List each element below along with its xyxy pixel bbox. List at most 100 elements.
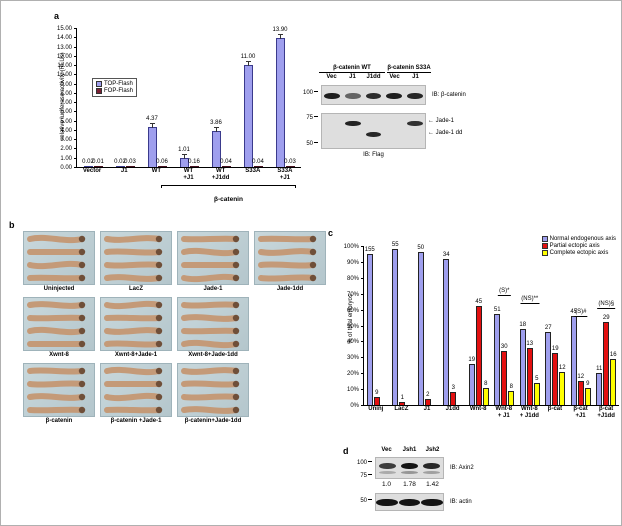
protein-band [345, 121, 361, 126]
band-row [376, 471, 443, 474]
bar-group: 11.00 0.04 [237, 28, 269, 167]
y-tick-label: 20% [346, 371, 359, 378]
y-tick-label: 80% [346, 275, 359, 282]
bar [179, 157, 189, 167]
bar [417, 252, 424, 405]
y-tick-label: 40% [346, 339, 359, 346]
significance-annotation: (NS)** [520, 295, 540, 304]
panel-label-b: b [9, 220, 15, 230]
legend-swatch [541, 236, 548, 242]
y-tick-mark [361, 277, 364, 279]
embryo-panel: Xwnt-8+Jade-1dd [177, 297, 249, 360]
legend-item: Partial ectopic axis [541, 243, 616, 249]
blot-lane-labels: Vec Jsh1 Jsh2 [375, 447, 444, 453]
legend-item: FOP-Flash [96, 88, 133, 94]
bar [147, 126, 157, 167]
bar-value-label: 50 [417, 245, 425, 252]
embryo-panel: β-catenin [23, 363, 95, 426]
legend-label: FOP-Flash [104, 88, 134, 94]
legend-swatch [541, 250, 548, 256]
jade1-band-label: ← Jade-1 [428, 118, 455, 124]
x-category-label: Wnt-8 + J1dd [519, 406, 539, 419]
panel-label-a: a [54, 11, 60, 21]
cell-label: J1dd [366, 74, 381, 80]
band-row [322, 121, 425, 126]
x-category-label: LacZ [394, 406, 409, 412]
x-category-label: Uninj [368, 406, 384, 412]
bar-value-label: 0.16 [188, 158, 200, 165]
y-tick-label: 4.00 [60, 127, 72, 134]
y-tick-mark [361, 389, 364, 391]
y-tick-label: 70% [346, 291, 359, 298]
legend-label: Normal endogenous axis [549, 236, 616, 242]
embryo-image [177, 363, 249, 417]
bar-value-label: 5 [535, 375, 539, 382]
y-tick-mark [361, 325, 364, 327]
bar-value-label: 0.03 [284, 159, 296, 165]
y-axis-ticks: 0.00 1.00 2.00 3.00 4.00 5.00 6.00 7.00 8.00 9.00… [56, 26, 77, 171]
left-arrow-icon: ← [428, 130, 434, 136]
y-tick-mark [361, 261, 364, 263]
y-tick-label: 15.00 [56, 26, 72, 32]
embryo-caption: Uninjected [43, 286, 75, 292]
blot-image-axin2 [375, 457, 444, 479]
jade1dd-band-label: ← Jade-1 dd [428, 130, 463, 136]
y-tick-mark [74, 148, 77, 150]
embryo-panel: Jade-1 [177, 231, 249, 294]
bar [157, 166, 167, 167]
bar-group: 18 13 5 (NS)** [517, 246, 543, 405]
embryo-caption: β-catenin +Jade-1 [110, 418, 162, 424]
bar [392, 249, 399, 405]
bar-value-label: 0.02 [114, 159, 126, 165]
y-tick-label: 6.00 [60, 109, 72, 116]
y-tick-label: 3.00 [60, 137, 72, 144]
bar [584, 387, 591, 405]
protein-band [365, 93, 382, 99]
bar-group: 4.37 0.06 [141, 28, 173, 167]
legend-swatch [96, 81, 102, 87]
embryo-panel: β-catenin +Jade-1 [100, 363, 172, 426]
bar-group: 45 12 9 (S)# [568, 246, 594, 405]
y-tick-label: 10% [346, 387, 359, 394]
bar-group: 0.02 0.01 [77, 28, 109, 167]
ib-actin-label: IB: actin [450, 499, 472, 505]
y-tick-label: 13.00 [56, 44, 72, 51]
mw-marker-100: 100 [353, 460, 372, 466]
embryo-caption: Jade-1dd [276, 286, 304, 292]
embryo-image [23, 297, 95, 351]
protein-band [386, 93, 402, 99]
protein-band [406, 121, 423, 126]
bar-group: 55 1 [390, 242, 416, 405]
x-category-label: Wnt-8 [469, 406, 487, 412]
y-tick-mark [74, 167, 77, 168]
legend-item: Normal endogenous axis [541, 236, 616, 242]
band-row [322, 93, 425, 99]
x-category-label: S33A +J1 [277, 168, 293, 181]
cell-label: Vec [381, 447, 392, 453]
bar [508, 390, 515, 405]
embryo-image [100, 297, 172, 351]
bar-value-label: 2 [426, 391, 430, 398]
blot-image-actin [375, 493, 444, 511]
embryo-panel: LacZ [100, 231, 172, 294]
protein-band [401, 463, 418, 469]
protein-band [398, 499, 421, 506]
embryo-image-grid: Uninjected LacZ Jade-1 Jade-1dd Xwnt-8 Xwnt-8… [23, 231, 326, 429]
y-tick-label: 0.00 [60, 165, 72, 171]
bar-value-label: 12 [577, 374, 585, 381]
legend-label: Partial ectopic axis [549, 243, 600, 249]
y-tick-mark [74, 83, 77, 85]
bar [501, 350, 508, 405]
x-category-label: J1 [120, 168, 128, 174]
cell-label: 1.42 [426, 481, 439, 488]
embryo-panel: Jade-1dd [254, 231, 326, 294]
legend-swatch [541, 243, 548, 249]
mw-marker-75: 75 [301, 115, 318, 121]
error-bar [245, 61, 252, 67]
bar [610, 358, 617, 405]
bar [221, 166, 231, 167]
x-category-label: S33A [245, 168, 261, 174]
cell-label: 1.78 [403, 481, 416, 488]
bar-value-label: 13.90 [272, 27, 288, 34]
